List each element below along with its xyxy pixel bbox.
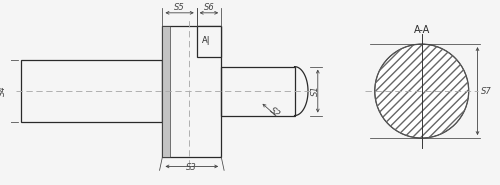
Bar (221, 67, 294, 116)
Text: S6: S6 (204, 3, 214, 12)
Text: S7: S7 (482, 87, 492, 96)
Text: A-A: A-A (414, 25, 430, 36)
Circle shape (375, 44, 468, 138)
Text: A|: A| (202, 36, 211, 45)
Text: S3: S3 (186, 163, 197, 172)
Bar (162, 26, 221, 157)
Text: S1: S1 (310, 86, 320, 96)
Bar (162, 26, 170, 157)
Bar (196, 26, 221, 57)
Text: S5: S5 (174, 3, 185, 12)
Bar (20, 60, 163, 122)
Text: S4: S4 (0, 86, 7, 96)
Text: S2: S2 (268, 106, 282, 120)
